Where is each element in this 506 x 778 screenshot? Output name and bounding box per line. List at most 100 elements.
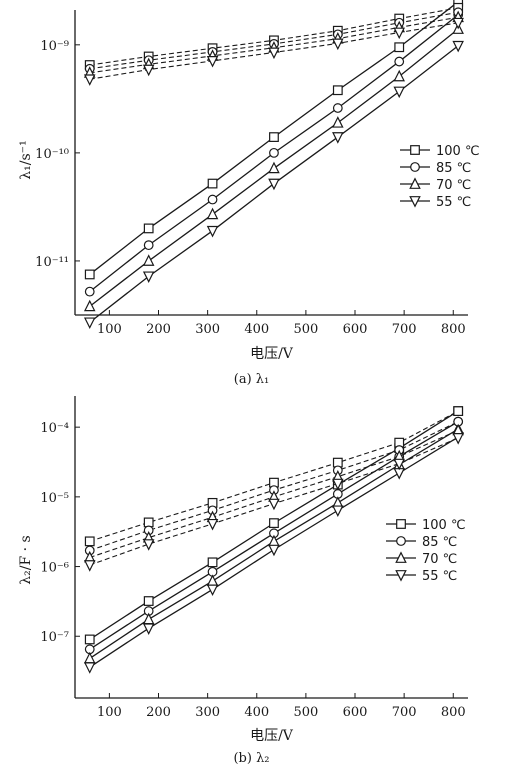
x-tick-label: 600	[343, 705, 368, 720]
data-point	[393, 27, 405, 40]
data-point	[268, 161, 280, 174]
x-tick-label: 300	[195, 705, 220, 720]
data-point	[206, 225, 219, 238]
data-point	[332, 38, 344, 51]
legend-marker	[410, 162, 420, 172]
x-tick-label: 800	[441, 705, 466, 720]
data-point	[84, 536, 95, 547]
series-solid-triangle-down	[83, 40, 464, 330]
data-point	[143, 240, 154, 251]
x-axis-label: 电压/V	[250, 728, 294, 744]
legend-item: 85 ℃	[386, 535, 457, 550]
x-tick-label: 800	[441, 322, 466, 337]
data-point	[142, 623, 155, 635]
y-tick-label: 10⁻⁵	[40, 491, 69, 506]
series-dashed-square	[84, 2, 464, 70]
data-point	[206, 574, 219, 586]
data-point	[268, 498, 280, 511]
x-tick-label: 100	[97, 322, 122, 337]
x-tick-label: 600	[343, 322, 368, 337]
x-axis-label: 电压/V	[250, 346, 294, 362]
legend-label: 85 ℃	[422, 535, 457, 550]
data-point	[143, 596, 154, 606]
legend-label: 55 ℃	[436, 195, 471, 210]
data-point	[394, 56, 405, 67]
data-point	[83, 662, 96, 674]
data-point	[84, 269, 95, 280]
data-point	[268, 534, 280, 547]
data-point	[206, 518, 219, 531]
x-tick-label: 700	[392, 322, 417, 337]
data-point	[269, 518, 279, 529]
series-dashed-triangle-down	[83, 17, 464, 86]
x-tick-label: 400	[244, 705, 269, 720]
legend-item: 85 ℃	[400, 161, 471, 176]
data-point	[142, 271, 155, 283]
y-tick-label: 10⁻⁴	[40, 421, 69, 436]
legend-item: 100 ℃	[400, 144, 480, 159]
legend-item: 70 ℃	[386, 551, 457, 567]
x-tick-label: 200	[146, 322, 171, 337]
legend-label: 70 ℃	[422, 552, 457, 567]
legend-marker	[396, 536, 406, 546]
data-point	[206, 207, 219, 220]
data-point	[207, 194, 218, 205]
data-point	[84, 286, 95, 297]
data-point	[83, 74, 96, 86]
data-point	[332, 116, 344, 128]
data-point	[83, 651, 96, 664]
x-tick-label: 300	[195, 322, 220, 337]
data-point	[143, 517, 154, 528]
data-point	[83, 560, 96, 572]
data-point	[142, 254, 155, 266]
data-point	[393, 458, 405, 471]
x-tick-label: 400	[244, 322, 269, 337]
data-point	[83, 299, 96, 312]
data-point	[452, 40, 464, 53]
data-point	[332, 505, 344, 518]
chart-b: 100 200 300 400 500 600 700 800 10⁻⁴ 10⁻⁵ 10⁻⁶ 10⁻⁷…	[18, 396, 468, 766]
data-point	[394, 42, 405, 53]
y-tick-label: 10⁻¹¹	[35, 255, 69, 270]
data-point	[452, 17, 464, 30]
legend: 100 ℃ 85 ℃ 70 ℃ 55 ℃	[386, 518, 466, 584]
legend-label: 100 ℃	[422, 518, 466, 533]
data-point	[393, 86, 405, 99]
data-point	[268, 178, 280, 191]
legend-marker	[395, 570, 407, 582]
legend-marker	[395, 551, 407, 563]
data-point	[206, 55, 219, 68]
data-point	[143, 223, 154, 234]
data-point	[207, 557, 218, 568]
data-point	[393, 69, 405, 82]
data-point	[453, 406, 464, 417]
data-point	[142, 539, 155, 551]
legend-label: 100 ℃	[436, 144, 480, 159]
x-tick-label: 100	[97, 705, 122, 720]
x-tick-label: 500	[293, 705, 318, 720]
x-tick-label: 200	[146, 705, 171, 720]
data-point	[332, 478, 344, 491]
x-tick-label: 700	[392, 705, 417, 720]
data-point	[268, 47, 280, 60]
data-point	[206, 584, 219, 597]
data-point	[452, 433, 464, 445]
data-point	[142, 64, 155, 77]
legend-marker	[409, 177, 421, 189]
data-point	[269, 147, 279, 158]
series-solid-triangle-down	[83, 432, 464, 674]
data-point	[84, 634, 95, 645]
legend: 100 ℃ 85 ℃ 70 ℃ 55 ℃	[400, 144, 480, 210]
data-point	[142, 612, 155, 625]
data-point	[83, 317, 96, 330]
x-tick-label: 500	[293, 322, 318, 337]
y-tick-label: 10⁻⁹	[40, 39, 69, 54]
legend-item: 70 ℃	[400, 177, 471, 193]
y-tick-label: 10⁻¹⁰	[35, 147, 69, 162]
chart-caption: (a) λ₁	[234, 372, 269, 387]
chart-a: 100 200 300 400 500 600 700 800 10⁻⁹ 10⁻¹⁰ 10⁻¹¹ 电压…	[18, 0, 480, 387]
data-point	[332, 132, 344, 144]
legend-label: 55 ℃	[422, 569, 457, 584]
legend-marker	[410, 145, 420, 155]
